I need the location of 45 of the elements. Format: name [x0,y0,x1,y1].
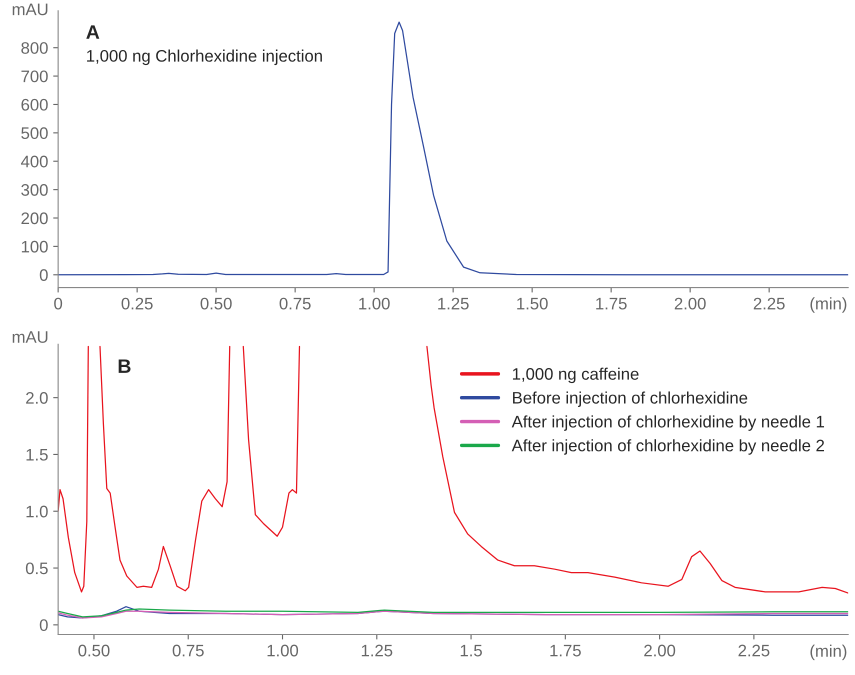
y-tick-label: 500 [21,127,48,140]
line-series [58,22,848,276]
annotation: A [86,25,100,39]
y-tick-label: 0.5 [26,562,48,574]
legend-label: Before injection of chlorhexidine [513,391,748,407]
x-tick-label: 1.75 [596,298,627,310]
y-tick-label: 700 [21,70,48,82]
legend-label: 1,000 ng caffeine [512,368,639,384]
x-tick-label: 1.00 [359,298,390,310]
y-axis-title: mAU [12,331,48,343]
y-tick-label: 0 [40,269,48,281]
line-series [58,610,848,619]
y-tick-label: 200 [21,212,48,224]
y-tick-label: 1.0 [26,506,48,518]
x-tick-label: 2.00 [674,298,706,310]
x-tick-label: 2.25 [738,644,770,656]
x-tick-label: 0.75 [280,298,311,310]
x-tick-label: 0.75 [172,644,204,656]
x-tick-label: 1.75 [550,644,581,656]
y-tick-label: 800 [21,42,48,54]
x-tick-label: 0.50 [200,298,232,310]
annotation: 1,000 ng Chlorhexidine injection [87,50,322,66]
x-tick-label: 2.00 [644,644,676,656]
x-tick-label: 2.25 [754,298,785,310]
x-axis-title: (min) [810,644,846,660]
x-tick-label: 0 [54,298,62,310]
y-tick-label: 2.0 [26,392,48,404]
y-tick-label: 1.5 [26,449,48,461]
y-tick-label: 100 [22,240,48,253]
y-tick-label: 300 [21,184,48,196]
x-tick-label: 0.25 [122,298,153,310]
y-tick-label: 400 [20,156,48,168]
legend-label: After injection of chlorhexidine by needle 2 [512,439,824,455]
y-axis-title: mAU [12,4,48,16]
annotation: B [118,359,131,373]
x-tick-label: 1.25 [438,298,469,310]
x-tick-label: 1.00 [268,644,298,656]
x-tick-label: 1.5 [460,644,482,656]
y-tick-label: 600 [21,98,48,111]
x-tick-label: 1.50 [517,298,548,310]
x-axis-title: (min) [810,297,846,313]
x-tick-label: 0.50 [78,644,110,656]
x-tick-label: 1.25 [362,644,392,656]
y-tick-label: 0 [40,619,48,632]
legend-label: After injection of chlorhexidine by needle 1 [512,415,824,431]
